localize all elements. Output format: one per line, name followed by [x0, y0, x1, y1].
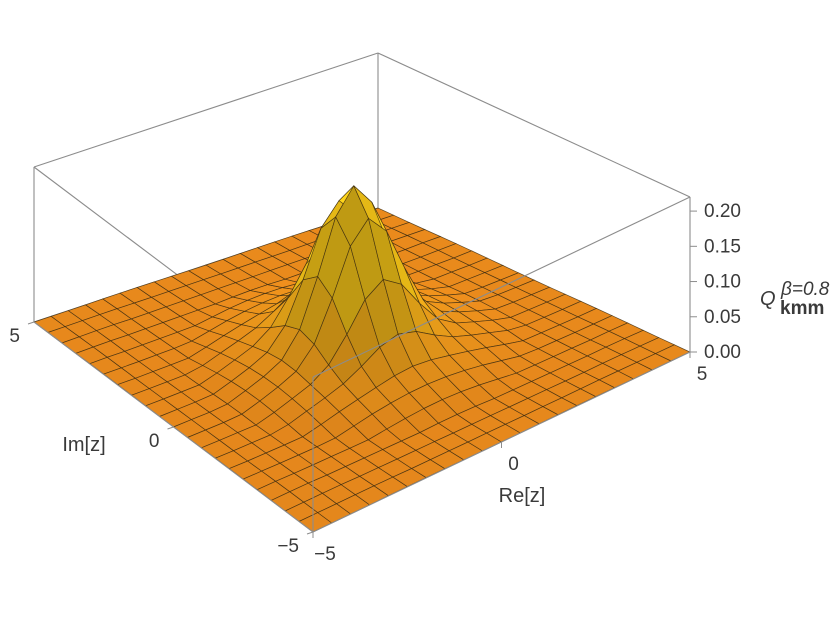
y-tick-label: −5: [277, 536, 299, 557]
box-edge: [312, 196, 691, 378]
z-tick-label: 0.15: [704, 236, 741, 257]
box-edge: [33, 52, 379, 168]
y-tick-mark: [306, 531, 314, 535]
z-tick-label: 0.00: [704, 342, 741, 363]
y-axis-label: Im[z]: [62, 434, 105, 456]
y-tick-label: 5: [9, 326, 20, 347]
z-tick-label: 0.10: [704, 272, 741, 293]
z-axis-label-superscript: β=0.8: [780, 279, 830, 300]
surface: [33, 185, 691, 533]
x-tick-label: 5: [697, 364, 708, 385]
y-tick-mark: [167, 426, 174, 430]
z-axis-label-main: Q: [760, 288, 776, 310]
x-axis-label: Re[z]: [499, 485, 546, 507]
x-tick-label: 0: [508, 454, 519, 475]
z-axis-label-subscript: kmm: [780, 298, 824, 319]
box-edge: [377, 52, 691, 198]
z-axis-label: Q β=0.8 kmm: [760, 279, 830, 319]
x-tick-label: −5: [314, 544, 336, 565]
z-tick-label: 0.05: [704, 307, 741, 328]
y-tick-mark: [27, 321, 35, 325]
y-tick-label: 0: [149, 431, 160, 452]
z-tick-label: 0.20: [704, 201, 741, 222]
